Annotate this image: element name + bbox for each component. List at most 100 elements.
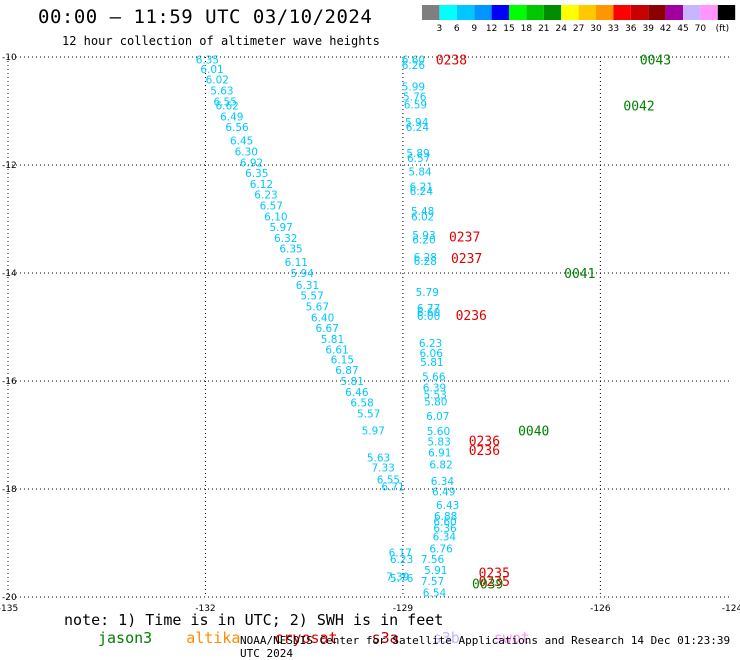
- wave-height-value: 6.15: [331, 354, 354, 366]
- note-line: note: 1) Time is in UTC; 2) SWH is in fe…: [64, 611, 740, 647]
- colorbar-unit-label: (ft): [716, 24, 730, 34]
- wave-height-value: 5.84: [408, 166, 432, 178]
- colorbar-swatch: [700, 5, 718, 20]
- wave-height-value: 6.60: [433, 516, 456, 528]
- wave-height-value: 6.57: [407, 153, 430, 165]
- wave-height-value: 6.59: [404, 100, 427, 112]
- colorbar-tick-label: 18: [521, 24, 533, 34]
- wave-height-value: 6.58: [350, 398, 373, 410]
- x-tick-label: -132: [195, 604, 215, 614]
- colorbar-tick-label: 6: [454, 24, 460, 34]
- wave-height-value: 7.56: [421, 554, 445, 566]
- colorbar-tick-label: 33: [608, 24, 619, 34]
- wave-height-value: 5.81: [341, 376, 364, 388]
- colorbar-swatch: [561, 5, 579, 20]
- y-tick-label: -20: [2, 593, 17, 603]
- x-tick-label: -135: [0, 604, 18, 614]
- wave-height-value: 6.35: [196, 55, 219, 67]
- wave-height-value: 6.24: [410, 186, 434, 198]
- wave-height-value: 5.94: [405, 117, 429, 129]
- colorbar-swatch: [630, 5, 649, 20]
- y-tick-label: -14: [2, 269, 17, 279]
- colorbar-swatch: [439, 5, 457, 20]
- wave-height-value: 6.55: [214, 96, 237, 108]
- page-subtitle: 12 hour collection of altimeter wave hei…: [62, 34, 380, 48]
- wave-height-value: 6.77: [417, 303, 440, 315]
- wave-height-value: 5.83: [427, 436, 450, 448]
- wave-height-value: 6.00: [417, 311, 440, 323]
- colorbar-tick-label: 21: [538, 24, 549, 34]
- wave-height-value: 6.45: [230, 136, 253, 148]
- wave-height-value: 5.79: [416, 287, 439, 299]
- x-tick-label: -129: [393, 604, 414, 614]
- pass-time-label: 0237: [451, 252, 482, 267]
- colorbar-tick-label: 42: [660, 24, 671, 34]
- satellite-label: s3b: [432, 629, 460, 647]
- colorbar-swatch: [491, 5, 509, 20]
- wave-height-value: 6.62: [215, 101, 238, 113]
- satellite-legend: jason3 altika cryosat s3a s3b swot: [64, 629, 530, 647]
- wave-height-value: 7.33: [371, 462, 394, 474]
- wave-height-value: 5.48: [411, 206, 434, 218]
- wave-height-value: 6.39: [423, 382, 446, 394]
- wave-height-value: 6.56: [225, 122, 249, 134]
- wave-height-value: 7.39: [386, 571, 409, 583]
- wave-height-value: 6.57: [260, 201, 283, 213]
- wave-height-value: 6.20: [412, 235, 435, 247]
- wave-height-value: 5.97: [362, 426, 385, 438]
- wave-height-value: 6.40: [311, 312, 334, 324]
- wave-height-value: 6.46: [345, 387, 369, 399]
- wave-height-value: 6.11: [285, 257, 308, 269]
- pass-time-label: 0236: [469, 444, 500, 459]
- pass-time-label: 0039: [472, 578, 503, 593]
- note-prefix: note: 1) Time is in UTC; 2) SWH is in fe…: [64, 611, 444, 629]
- wave-height-value: 5.81: [321, 334, 344, 346]
- wave-height-value: 6.31: [296, 280, 319, 292]
- colorbar-swatch: [543, 5, 562, 20]
- pass-time-label: 0236: [469, 434, 500, 449]
- pass-time-label: 0235: [479, 575, 510, 590]
- wave-height-value: 6.02: [411, 211, 434, 223]
- wave-height-value: 6.76: [429, 543, 453, 555]
- colorbar-tick-label: 27: [573, 24, 584, 34]
- pass-time-label: 0040: [518, 425, 549, 440]
- wave-height-value: 6.07: [426, 411, 449, 423]
- colorbar-swatch: [422, 5, 440, 20]
- colorbar-tick-label: 39: [642, 24, 654, 34]
- wave-height-value: 6.87: [335, 365, 358, 377]
- pass-time-label: 0238: [436, 54, 467, 69]
- wave-height-value: 6.23: [390, 554, 413, 566]
- wave-height-value: 5.80: [424, 397, 447, 409]
- wave-height-value: 5.89: [406, 148, 429, 160]
- wave-height-value: 6.49: [220, 111, 243, 123]
- wave-height-value: 5.94: [291, 268, 315, 280]
- wave-height-value: 6.35: [245, 168, 268, 180]
- satellite-label: cryosat: [274, 629, 338, 647]
- wave-height-value: 5.97: [269, 222, 292, 234]
- wave-height-value: 6.92: [240, 157, 263, 169]
- wave-height-value: 7.57: [421, 576, 444, 588]
- wave-height-value: 6.35: [279, 244, 302, 256]
- wave-height-value: 6.36: [433, 523, 457, 535]
- wave-height-value: 5.63: [367, 453, 390, 465]
- y-tick-label: -10: [2, 53, 17, 63]
- colorbar-swatch: [474, 5, 492, 20]
- wave-height-value: 6.12: [250, 179, 273, 191]
- wave-height-value: 5.66: [422, 372, 446, 384]
- wave-height-value: 6.06: [420, 348, 444, 360]
- colorbar-swatch: [578, 5, 596, 20]
- wave-height-value: 6.54: [423, 588, 447, 600]
- wave-height-value: 6.71: [381, 481, 404, 493]
- colorbar-tick-label: 70: [695, 24, 707, 34]
- wave-height-value: 6.60: [402, 55, 425, 67]
- colorbar-swatch: [665, 5, 683, 20]
- wave-height-value: 5.76: [403, 91, 427, 103]
- colorbar-swatch: [717, 5, 736, 20]
- wave-height-value: 5.53: [423, 390, 446, 402]
- credit-line: NOAA/NESDIS Center for Satellite Applica…: [240, 634, 731, 660]
- colorbar-tick-label: 30: [590, 24, 602, 34]
- wave-height-value: 6.17: [389, 548, 412, 560]
- wave-height-value: 6.10: [264, 211, 287, 223]
- wave-height-value: 6.32: [274, 233, 297, 245]
